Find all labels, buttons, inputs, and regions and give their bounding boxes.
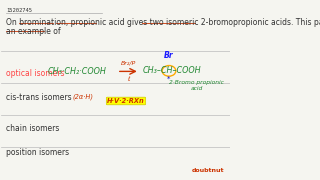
Text: doubtnut: doubtnut [192,168,224,173]
Text: Br: Br [164,51,174,60]
Text: 15202745: 15202745 [6,8,32,13]
Text: (2α·H): (2α·H) [72,93,93,100]
Text: an example of: an example of [6,27,60,36]
Text: ℓ: ℓ [127,77,130,82]
Text: cis-trans isomers: cis-trans isomers [6,93,72,102]
Text: 2·Bromo propionic: 2·Bromo propionic [169,80,224,85]
Text: H·V·2·RXn: H·V·2·RXn [107,98,145,104]
Text: CH₃–CH–COOH: CH₃–CH–COOH [143,66,202,75]
Text: *: * [167,76,171,82]
Text: optical isomers: optical isomers [6,69,64,78]
Text: CH₃·CH₂·COOH: CH₃·CH₂·COOH [47,67,106,76]
Text: position isomers: position isomers [6,148,69,158]
Text: On bromination, propionic acid gives two isomeric 2-bromopropionic acids. This p: On bromination, propionic acid gives two… [6,18,320,27]
Text: acid: acid [191,86,203,91]
Text: chain isomers: chain isomers [6,124,59,133]
Text: Br₂/P: Br₂/P [121,60,136,66]
